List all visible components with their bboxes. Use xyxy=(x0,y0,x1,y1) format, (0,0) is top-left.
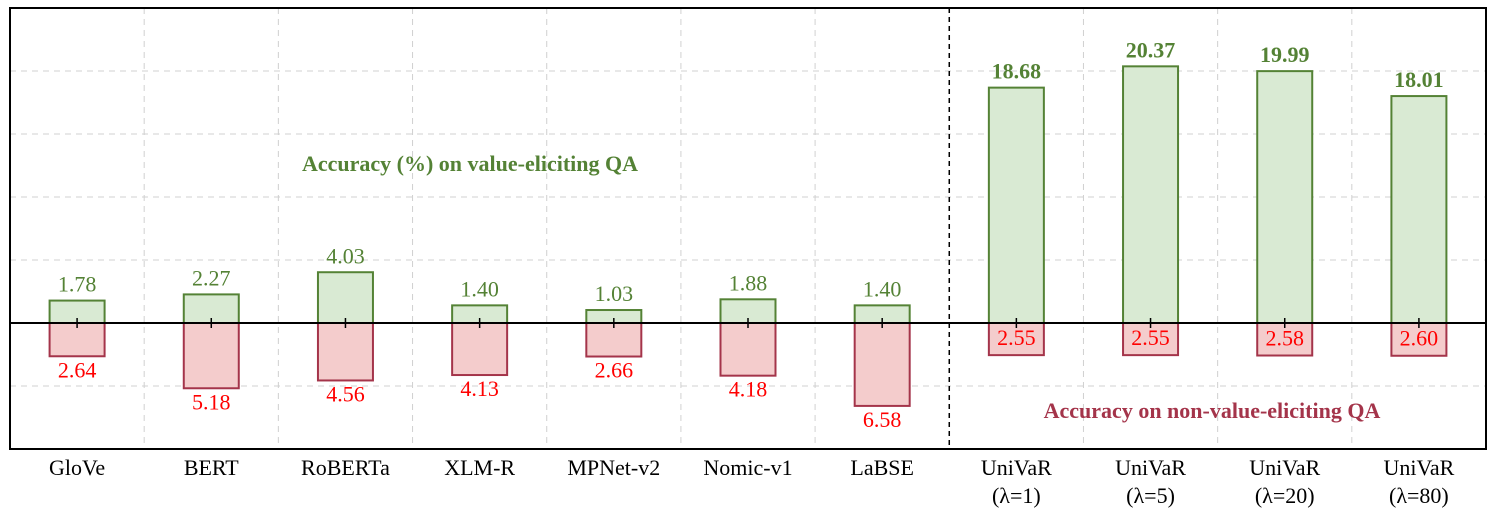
bar xyxy=(987,86,1045,324)
bar xyxy=(1256,70,1314,324)
plot-frame xyxy=(9,7,1487,450)
bar xyxy=(1390,95,1448,324)
value-label: 2.58 xyxy=(1265,325,1304,350)
value-label: 1.40 xyxy=(863,276,902,301)
value-label: 2.60 xyxy=(1400,325,1439,350)
bar xyxy=(48,322,106,358)
x-tick-label: (λ=80) xyxy=(1389,483,1449,508)
bar xyxy=(316,271,374,324)
x-tick-label: (λ=20) xyxy=(1255,483,1315,508)
bar xyxy=(1122,322,1180,357)
value-label: 2.55 xyxy=(1131,325,1170,350)
bar xyxy=(1122,65,1180,324)
x-tick-label: UniVaR xyxy=(1115,455,1186,480)
legend-entry: Accuracy (%) on value-eliciting QA xyxy=(302,151,638,176)
bar xyxy=(451,322,509,377)
value-label: 20.37 xyxy=(1126,37,1176,62)
value-label: 4.03 xyxy=(326,243,365,268)
x-tick-label: MPNet-v2 xyxy=(567,455,660,480)
legend-entry: Accuracy on non-value-eliciting QA xyxy=(1044,398,1381,423)
x-tick-label: BERT xyxy=(184,455,239,480)
bar xyxy=(1390,322,1448,357)
bar xyxy=(182,322,240,390)
x-tick-label: LaBSE xyxy=(850,455,914,480)
value-label: 2.55 xyxy=(997,325,1036,350)
bar xyxy=(987,322,1045,357)
value-label: 2.66 xyxy=(595,358,634,383)
x-tick-label: (λ=1) xyxy=(992,483,1041,508)
value-label: 6.58 xyxy=(863,407,902,432)
x-tick-label: UniVaR xyxy=(1249,455,1320,480)
value-label: 1.40 xyxy=(460,276,499,301)
x-tick-label: GloVe xyxy=(49,455,105,480)
x-tick-label: (λ=5) xyxy=(1126,483,1175,508)
value-label: 18.01 xyxy=(1394,67,1444,92)
bar xyxy=(585,322,643,358)
x-tick-label: XLM-R xyxy=(444,455,515,480)
value-label: 2.27 xyxy=(192,265,231,290)
value-label: 1.78 xyxy=(58,272,97,297)
value-label: 2.64 xyxy=(58,357,97,382)
value-label: 1.88 xyxy=(729,270,768,295)
bar xyxy=(316,322,374,382)
value-label: 19.99 xyxy=(1260,42,1310,67)
x-tick-label: Nomic-v1 xyxy=(703,455,792,480)
x-tick-label: RoBERTa xyxy=(301,455,390,480)
value-label: 1.03 xyxy=(595,281,634,306)
bar xyxy=(719,322,777,377)
value-label: 5.18 xyxy=(192,389,231,414)
bar xyxy=(853,322,911,407)
x-tick-label: UniVaR xyxy=(981,455,1052,480)
value-label: 4.56 xyxy=(326,382,365,407)
value-label: 4.13 xyxy=(460,376,499,401)
value-label: 4.18 xyxy=(729,377,768,402)
x-tick-label: UniVaR xyxy=(1383,455,1454,480)
value-label: 18.68 xyxy=(992,59,1042,84)
